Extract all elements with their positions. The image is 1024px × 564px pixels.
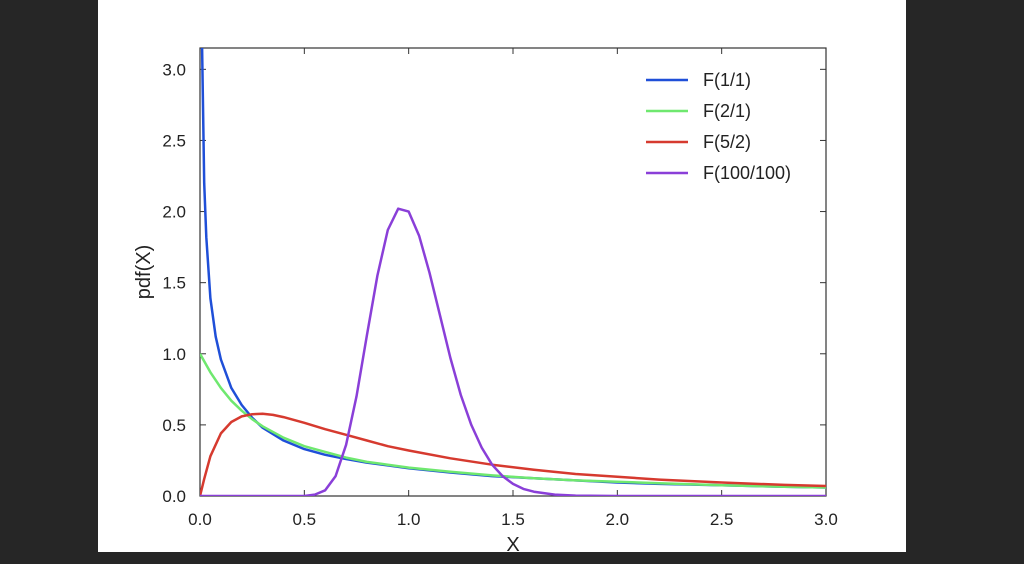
series-line-2 [200, 353, 826, 489]
y-tick-label: 0.0 [162, 487, 186, 506]
legend-label: F(1/1) [703, 70, 751, 90]
legend-label: F(2/1) [703, 101, 751, 121]
series-line-4 [200, 207, 826, 496]
legend-label: F(100/100) [703, 163, 791, 183]
y-tick-label: 1.5 [162, 274, 186, 293]
x-tick-label: 0.5 [293, 510, 317, 529]
x-tick-label: 1.5 [501, 510, 525, 529]
x-tick-label: 0.0 [188, 510, 212, 529]
figure: 0.0 0.5 1.0 1.5 2.0 2.5 3.0 0.0 0.5 1.0 1.5 2.0 2.5 3… [98, 0, 906, 556]
y-axis-label: pdf(X) [133, 245, 155, 299]
x-tick-label: 1.0 [397, 510, 421, 529]
x-tick-label: 2.5 [710, 510, 734, 529]
y-tick-label: 2.5 [162, 131, 186, 150]
legend: F(1/1) F(2/1) F(5/2) F(100/100) [646, 70, 791, 183]
y-tick-label: 3.0 [162, 60, 186, 79]
series-lines [200, 48, 826, 496]
x-axis-label: X [506, 534, 519, 552]
legend-label: F(5/2) [703, 132, 751, 152]
pdf-line-chart: 0.0 0.5 1.0 1.5 2.0 2.5 3.0 0.0 0.5 1.0 1.5 2.0 2.5 3… [133, 47, 838, 556]
axis-tick-labels: 0.0 0.5 1.0 1.5 2.0 2.5 3.0 0.0 0.5 1.0 1.5 2.0 2.5 3… [162, 60, 837, 529]
y-tick-label: 0.5 [162, 416, 186, 435]
x-tick-label: 3.0 [814, 510, 838, 529]
y-tick-label: 2.0 [162, 203, 186, 222]
series-line-3 [200, 412, 826, 496]
y-tick-label: 1.0 [162, 345, 186, 364]
x-tick-label: 2.0 [606, 510, 630, 529]
